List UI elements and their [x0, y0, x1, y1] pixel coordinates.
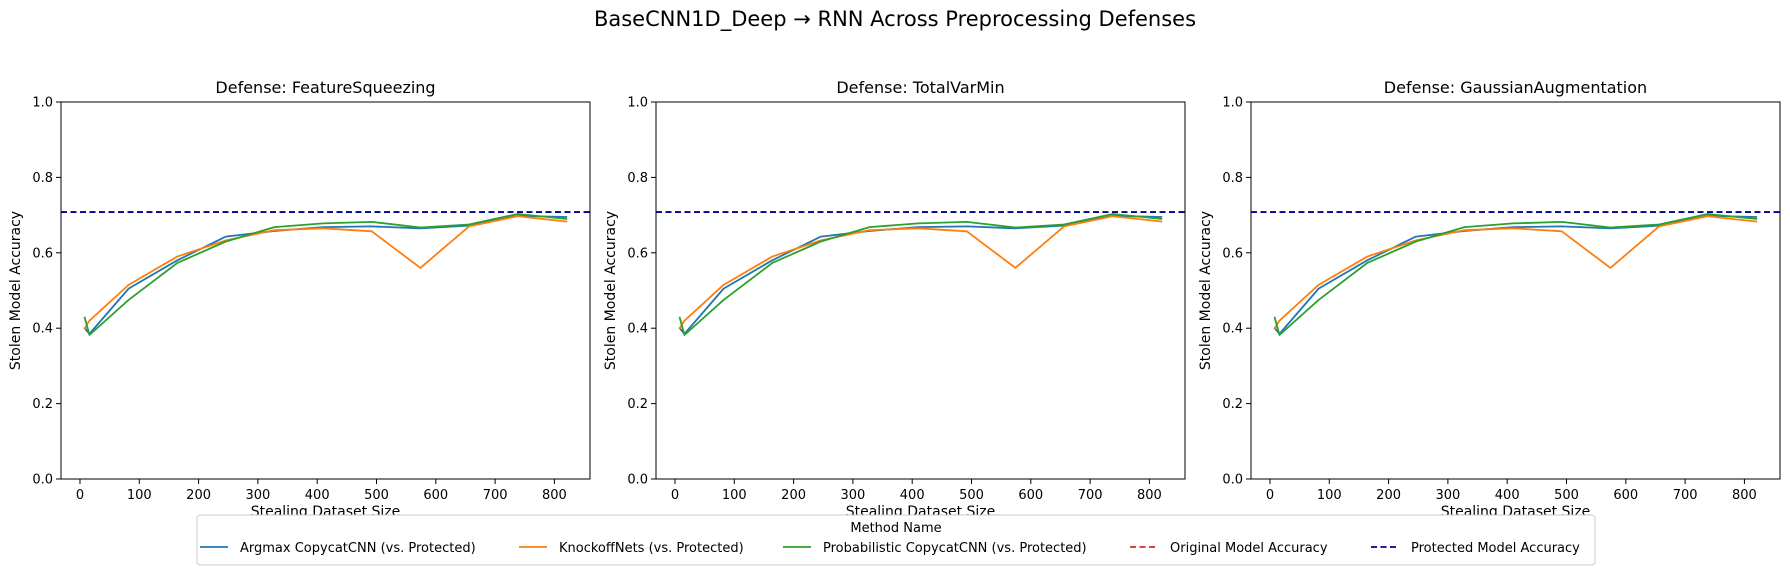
x-tick-label: 500	[364, 488, 389, 503]
y-tick-label: 0.4	[32, 322, 53, 337]
y-tick-label: 0.8	[1222, 171, 1243, 186]
y-tick-label: 0.0	[627, 473, 648, 488]
axes-frame	[1250, 101, 1781, 480]
x-tick-label: 400	[305, 488, 330, 503]
series-line-1	[678, 214, 1163, 335]
subplot-2: Defense: TotalVarMin 0.0 0.2 0.4 0.6 0.8 1.0 0 1…	[603, 78, 1186, 520]
x-tick-label: 400	[1495, 488, 1520, 503]
series-line-2	[83, 215, 568, 330]
subplot-1: Defense: FeatureSqueezing 0.0 0.2 0.4 0.6 0.8…	[8, 78, 591, 520]
legend-entry-label: Argmax CopycatCNN (vs. Protected)	[240, 541, 476, 556]
subplot-title: Defense: GaussianAugmentation	[1384, 78, 1647, 97]
x-tick-label: 400	[900, 488, 925, 503]
x-tick-label: 700	[1673, 488, 1698, 503]
x-tick-label: 700	[483, 488, 508, 503]
x-tick-label: 100	[722, 488, 747, 503]
x-tick-label: 600	[1018, 488, 1043, 503]
x-tick-label: 800	[1137, 488, 1162, 503]
y-tick-label: 0.6	[1222, 246, 1243, 261]
legend-entry-label: KnockoffNets (vs. Protected)	[559, 541, 744, 556]
subplot-title: Defense: TotalVarMin	[836, 78, 1004, 97]
x-tick-label: 600	[1613, 488, 1638, 503]
axes-frame	[60, 101, 591, 480]
x-tick-label: 300	[840, 488, 865, 503]
x-tick-label: 200	[1376, 488, 1401, 503]
y-tick-label: 0.2	[32, 397, 53, 412]
y-tick-label: 0.0	[32, 473, 53, 488]
y-tick-label: 1.0	[32, 96, 53, 111]
legend: Method Name Argmax CopycatCNN (vs. Protec…	[196, 514, 1596, 566]
x-tick-label: 100	[127, 488, 152, 503]
x-tick-label: 300	[1435, 488, 1460, 503]
y-tick-label: 0.4	[627, 322, 648, 337]
y-axis-label: Stolen Model Accuracy	[8, 211, 24, 370]
series-line-3	[1273, 213, 1758, 336]
subplot-title: Defense: FeatureSqueezing	[215, 78, 435, 97]
subplot-3: Defense: GaussianAugmentation 0.0 0.2 0.4 0.…	[1198, 78, 1781, 520]
subplots: Defense: FeatureSqueezing 0.0 0.2 0.4 0.6 0.8…	[8, 78, 1781, 520]
y-axis-label: Stolen Model Accuracy	[1198, 211, 1214, 370]
x-tick-label: 500	[1554, 488, 1579, 503]
x-tick-label: 100	[1317, 488, 1342, 503]
x-tick-label: 600	[423, 488, 448, 503]
y-axis-label: Stolen Model Accuracy	[603, 211, 619, 370]
series-line-2	[1273, 215, 1758, 330]
y-tick-label: 0.8	[32, 171, 53, 186]
y-tick-label: 0.0	[1222, 473, 1243, 488]
y-tick-label: 1.0	[1222, 96, 1243, 111]
y-tick-label: 1.0	[627, 96, 648, 111]
x-tick-label: 0	[1266, 488, 1274, 503]
series-line-3	[83, 213, 568, 336]
x-tick-label: 0	[76, 488, 84, 503]
y-tick-label: 0.6	[627, 246, 648, 261]
x-tick-label: 700	[1078, 488, 1103, 503]
series-line-1	[1273, 214, 1758, 335]
series-line-3	[678, 213, 1163, 336]
series-line-2	[678, 215, 1163, 330]
y-tick-label: 0.2	[627, 397, 648, 412]
x-tick-label: 0	[671, 488, 679, 503]
x-tick-label: 800	[1732, 488, 1757, 503]
legend-entry-label: Probabilistic CopycatCNN (vs. Protected)	[823, 541, 1087, 556]
axes-frame	[655, 101, 1186, 480]
y-tick-label: 0.2	[1222, 397, 1243, 412]
legend-box	[196, 514, 1596, 566]
legend-title: Method Name	[850, 521, 941, 536]
x-tick-label: 500	[959, 488, 984, 503]
x-tick-label: 300	[245, 488, 270, 503]
x-tick-label: 200	[186, 488, 211, 503]
legend-entry-label: Original Model Accuracy	[1170, 541, 1328, 556]
y-tick-label: 0.8	[627, 171, 648, 186]
legend-entry-label: Protected Model Accuracy	[1411, 541, 1580, 556]
figure-suptitle: BaseCNN1D_Deep → RNN Across Preprocessin…	[594, 7, 1196, 32]
series-line-1	[83, 214, 568, 335]
x-tick-label: 200	[781, 488, 806, 503]
x-tick-label: 800	[542, 488, 567, 503]
y-tick-label: 0.4	[1222, 322, 1243, 337]
y-tick-label: 0.6	[32, 246, 53, 261]
